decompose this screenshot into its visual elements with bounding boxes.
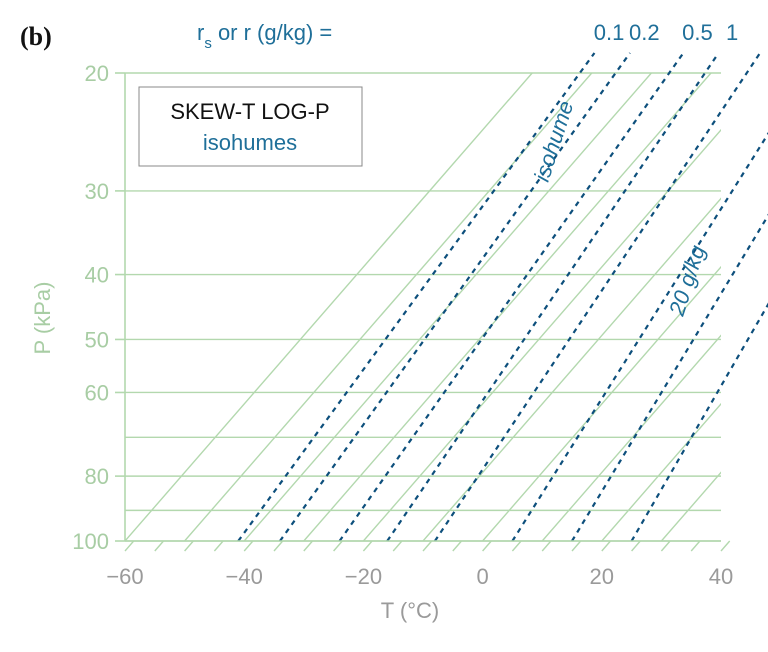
x-tick--55 [154,540,165,552]
isohume-0.2 [279,52,631,542]
isotherm-group [125,73,721,541]
isohume-0.1 [237,52,596,542]
isohume-label-0.5: 0.5 [682,20,713,45]
x-tick--45 [213,540,224,552]
x-tick--25 [333,540,343,552]
x-tick-15 [571,540,582,552]
x-tick-20 [601,540,612,552]
y-tick-label-60: 60 [85,380,109,405]
isohume-0.5 [338,52,685,542]
x-tick--5 [452,540,463,552]
header-rs-subscript: s [204,35,212,52]
grid-layer [125,72,721,542]
isohume-label-0.2: 0.2 [629,20,660,45]
isotherm--60 [125,73,533,541]
x-tick--20 [362,540,373,552]
x-tick-25 [631,540,641,552]
header-rs-label: rs or r (g/kg) = [197,20,332,52]
isotherm-10 [541,334,721,541]
x-tick-label-20: 20 [590,564,614,589]
x-tick--35 [273,540,284,552]
isotherm-20 [601,402,721,541]
y-tick-label-100: 100 [72,529,109,554]
x-tick-0 [482,540,492,552]
isohume-label-0.1: 0.1 [594,20,625,45]
legend-title: SKEW-T LOG-P [170,99,329,124]
isohume-1 [386,52,720,542]
isohume-annotation: isohume [529,98,578,185]
x-tick-label--20: −20 [345,564,382,589]
legend-box: SKEW-T LOG-P isohumes [138,86,363,167]
x-tick--15 [392,540,403,552]
isotherm--10 [422,197,721,541]
y-axis-title: P (kPa) [30,282,55,355]
isohume-2 [434,52,761,542]
y-tick-label-80: 80 [85,464,109,489]
y-tick-label-20: 20 [85,61,109,86]
x-tick--50 [184,540,194,552]
legend-subtitle: isohumes [203,130,297,155]
x-tick-label--60: −60 [106,564,143,589]
x-tick-5 [511,540,522,552]
x-tick-label-40: 40 [709,564,733,589]
isotherm--20 [362,128,721,541]
isotherm-0 [482,265,721,541]
isotherm-40 [720,539,721,541]
panel-label: (b) [20,22,52,51]
x-tick--40 [243,540,254,552]
x-tick-35 [690,540,701,552]
x-tick-10 [541,540,552,552]
x-tick-label-0: 0 [476,564,488,589]
x-tick-label--40: −40 [226,564,263,589]
x-axis-title: T (°C) [381,598,440,623]
isotherm--40 [243,73,652,541]
x-tick-30 [660,540,671,552]
y-tick-label-50: 50 [85,327,109,352]
y-tick-label-40: 40 [85,263,109,288]
isohume-20 [630,302,768,542]
axes-layer: 20 30 40 50 60 80 100 −60 −40 −20 0 20 40 [72,61,733,589]
x-tick--60 [124,540,135,552]
y-tick-label-30: 30 [85,179,109,204]
isotherm--30 [303,73,712,541]
isohume-10 [571,213,768,542]
x-tick--30 [303,540,314,552]
isohume-label-1: 1 [726,20,738,45]
legend-frame [138,86,363,167]
x-tick-40 [720,540,731,552]
x-tick--10 [422,540,433,552]
twenty-gkg-annotation: 20 g/kg [664,241,711,319]
